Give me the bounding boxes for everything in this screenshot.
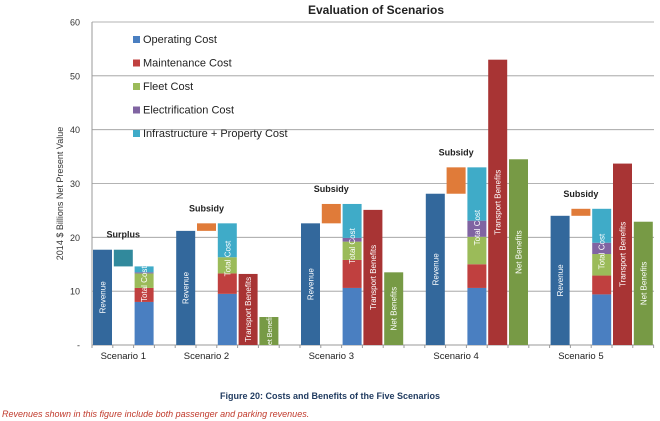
transport-benefits-bar	[238, 273, 258, 345]
y-tick-label: 30	[70, 179, 80, 189]
y-tick-label: 20	[70, 233, 80, 243]
legend-label: Fleet Cost	[143, 81, 193, 93]
y-tick-label: -	[77, 341, 80, 351]
transport-benefits-bar	[488, 59, 508, 345]
cost-segment-1	[217, 273, 237, 294]
cost-segment-3	[134, 272, 154, 274]
y-axis-label: 2014 $ Billions Net Present Value	[55, 127, 65, 260]
category-label: Scenario 1	[101, 351, 146, 362]
cost-segment-1	[467, 264, 487, 288]
balance-label: Subsidy	[563, 189, 598, 199]
revenue-bar	[93, 249, 112, 345]
balance-label: Subsidy	[189, 203, 224, 213]
cost-segment-3	[342, 237, 362, 242]
net-benefits-bar	[509, 159, 528, 345]
net-benefits-label: Net Benefits	[515, 230, 524, 274]
cost-segment-0	[467, 287, 487, 345]
transport-benefits-label: Transport Benefits	[494, 170, 503, 235]
revenue-bar-label: Revenue	[99, 281, 108, 314]
category-label: Scenario 5	[558, 351, 603, 362]
cost-segment-0	[342, 287, 362, 345]
category-label: Scenario 4	[433, 351, 478, 362]
transport-benefits-label: Transport Benefits	[619, 222, 628, 287]
revenue-bar	[176, 230, 196, 345]
net-benefits-label: Net Benefits	[267, 311, 274, 350]
cost-segment-2	[217, 257, 237, 274]
cost-segment-1	[592, 275, 612, 295]
net-benefits-label: Net Benefits	[390, 287, 399, 331]
category-label: Scenario 2	[184, 351, 229, 362]
total-cost-label: Total Cost	[598, 233, 607, 269]
transport-benefits-bar	[363, 209, 383, 345]
legend-label: Electrification Cost	[143, 105, 234, 117]
legend-label: Infrastructure + Property Cost	[143, 128, 288, 140]
cost-segment-1	[342, 259, 362, 288]
transport-benefits-label: Transport Benefits	[244, 277, 253, 342]
balance-label: Surplus	[107, 230, 141, 240]
y-tick-label: 60	[70, 18, 80, 28]
transport-benefits-bar	[613, 163, 632, 345]
y-tick-label: 10	[70, 287, 80, 297]
cost-segment-4	[592, 208, 612, 243]
cost-segment-2	[134, 273, 154, 288]
legend-swatch	[133, 83, 140, 90]
total-cost-label: Total Cost	[223, 240, 232, 276]
revenue-bar-label: Revenue	[556, 264, 565, 297]
chart-title: Evaluation of Scenarios	[308, 3, 444, 17]
total-cost-label: Total Cost	[140, 266, 149, 302]
figure-caption: Figure 20: Costs and Benefits of the Fiv…	[219, 391, 441, 401]
transport-benefits-label: Transport Benefits	[369, 245, 378, 310]
net-benefits-bar	[384, 272, 404, 345]
cost-segment-4	[134, 266, 154, 273]
category-label: Scenario 3	[309, 351, 354, 362]
balance-label: Subsidy	[314, 184, 349, 194]
cost-segment-0	[134, 301, 154, 345]
total-cost-label: Total Cost	[473, 209, 482, 245]
cost-segment-4	[467, 167, 487, 221]
cost-segment-2	[592, 254, 612, 276]
legend-label: Operating Cost	[143, 34, 217, 46]
cost-segment-2	[342, 241, 362, 260]
cost-segment-2	[467, 236, 487, 265]
y-tick-label: 40	[70, 125, 80, 135]
cost-segment-4	[342, 203, 362, 238]
revenue-bar	[550, 215, 570, 345]
net-benefits-label: Net Benefits	[639, 262, 648, 306]
surplus-bar	[113, 249, 133, 267]
revenue-bar-label: Revenue	[182, 271, 191, 304]
balance-label: Subsidy	[439, 147, 474, 157]
cost-segment-4	[217, 223, 237, 258]
net-benefits-bar	[259, 317, 279, 345]
total-cost-label: Total Cost	[348, 227, 357, 263]
revenue-note: Revenues shown in this figure include bo…	[2, 409, 310, 419]
revenue-bar	[425, 193, 445, 345]
revenue-bar-label: Revenue	[307, 268, 316, 301]
legend-swatch	[133, 59, 140, 67]
cost-segment-0	[592, 294, 612, 345]
y-tick-label: 50	[70, 71, 80, 81]
subsidy-bar	[571, 208, 591, 216]
subsidy-bar	[197, 223, 216, 231]
cost-segment-1	[134, 287, 154, 302]
legend-label: Maintenance Cost	[143, 58, 232, 70]
cost-segment-3	[592, 242, 612, 255]
net-benefits-bar	[633, 221, 653, 345]
cost-segment-3	[467, 220, 487, 237]
subsidy-bar	[446, 167, 466, 194]
revenue-bar	[301, 223, 320, 345]
legend-swatch	[133, 106, 140, 114]
cost-segment-0	[217, 293, 237, 345]
revenue-bar-label: Revenue	[431, 253, 440, 286]
legend-swatch	[133, 36, 140, 43]
subsidy-bar	[321, 203, 341, 224]
legend-swatch	[133, 130, 140, 137]
